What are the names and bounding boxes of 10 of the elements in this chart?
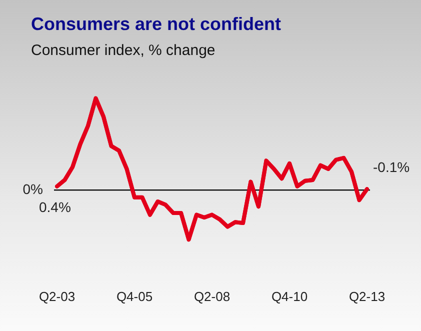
x-tick-label: Q2-08	[194, 288, 230, 304]
chart-subtitle: Consumer index, % change	[31, 42, 216, 59]
chart-title: Consumers are not confident	[31, 14, 282, 35]
annotation: 0.4%	[39, 198, 71, 215]
x-tick-label: Q2-03	[38, 288, 76, 304]
x-tick-label: Q4-10	[271, 288, 308, 304]
x-tick-label: Q4-05	[116, 288, 153, 304]
text: 0%	[22, 180, 43, 197]
text: -0.1%	[373, 158, 410, 175]
x-tick-label: Q2-13	[348, 288, 386, 304]
